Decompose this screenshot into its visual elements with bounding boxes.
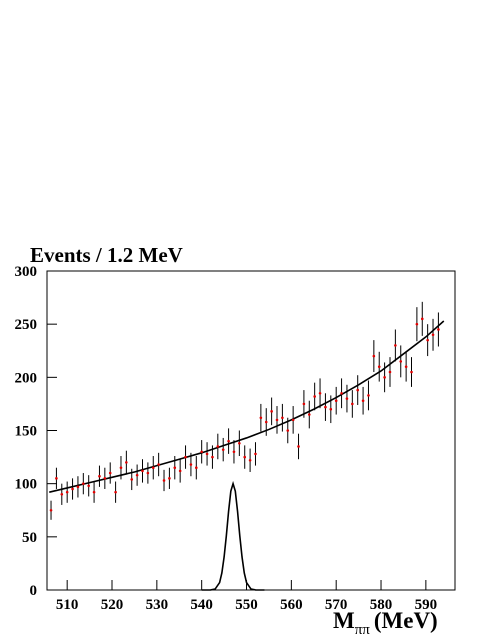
- data-point: [372, 354, 376, 358]
- x-tick-label: 510: [56, 597, 79, 613]
- data-point: [318, 391, 322, 395]
- y-tick-label: 50: [22, 530, 37, 546]
- data-point: [361, 399, 365, 403]
- x-tick-label: 550: [235, 597, 258, 613]
- data-point: [351, 402, 354, 406]
- data-point: [227, 439, 230, 443]
- y-tick-label: 300: [15, 264, 38, 280]
- data-point: [87, 484, 90, 488]
- data-point: [340, 391, 343, 395]
- chart-title: Events / 1.2 MeV: [30, 243, 183, 267]
- data-point: [297, 445, 300, 448]
- data-point: [426, 338, 429, 342]
- data-point: [238, 441, 241, 445]
- data-point: [157, 463, 160, 466]
- data-point: [410, 370, 413, 374]
- data-point: [431, 333, 435, 337]
- data-point: [162, 479, 166, 482]
- data-point: [383, 376, 386, 379]
- data-point: [178, 469, 182, 473]
- data-point: [151, 466, 155, 470]
- data-point: [232, 450, 236, 454]
- data-point: [82, 482, 85, 485]
- data-point: [189, 463, 193, 466]
- x-tick-label: 520: [101, 597, 124, 613]
- data-point: [313, 395, 316, 398]
- plot-frame: [46, 270, 456, 591]
- x-axis-label: Mππ (MeV): [333, 608, 438, 635]
- data-point: [334, 399, 338, 403]
- data-point: [388, 370, 392, 374]
- data-point: [119, 466, 123, 470]
- x-label-unit: (MeV): [374, 608, 438, 633]
- data-point: [356, 388, 360, 392]
- data-point: [302, 402, 306, 406]
- data-point: [60, 493, 64, 496]
- data-point: [367, 394, 370, 397]
- x-tick-label: 530: [146, 597, 169, 613]
- x-tick-label: 590: [415, 597, 438, 613]
- data-point: [394, 344, 397, 347]
- data-point: [184, 455, 187, 459]
- x-tick-label: 570: [325, 597, 348, 613]
- data-point: [324, 405, 327, 409]
- data-point: [92, 490, 96, 494]
- data-point: [345, 397, 349, 400]
- data-point: [49, 508, 53, 512]
- data-point: [200, 450, 203, 454]
- fit-line: [201, 480, 265, 591]
- x-label-sub: ππ: [355, 622, 371, 635]
- data-point: [76, 485, 80, 489]
- data-point: [243, 455, 247, 459]
- data-point: [195, 466, 198, 470]
- data-point: [141, 469, 144, 473]
- data-point: [377, 365, 381, 369]
- x-tick-label: 580: [370, 597, 393, 613]
- data-point: [108, 471, 112, 475]
- x-tick-label: 560: [280, 597, 303, 613]
- data-point: [264, 420, 268, 424]
- data-point: [307, 413, 311, 416]
- data-point: [270, 410, 273, 413]
- data-point: [248, 458, 252, 462]
- data-point: [404, 365, 408, 369]
- data-point: [173, 466, 177, 470]
- data-point: [114, 490, 117, 494]
- data-point: [399, 360, 403, 363]
- data-point: [125, 461, 128, 464]
- y-tick-label: 100: [15, 477, 38, 493]
- data-point: [130, 478, 134, 481]
- data-point: [216, 445, 220, 448]
- data-point: [168, 477, 171, 480]
- data-point: [55, 477, 58, 480]
- y-tick-label: 250: [15, 317, 38, 333]
- fit-line: [49, 320, 445, 493]
- data-point: [286, 429, 290, 432]
- data-point: [415, 322, 419, 326]
- data-point: [103, 477, 107, 480]
- data-point: [329, 407, 333, 411]
- data-point: [259, 416, 263, 420]
- x-label-main: M: [333, 608, 355, 633]
- data-point: [98, 474, 101, 478]
- data-point: [205, 452, 209, 456]
- data-point: [275, 418, 279, 422]
- data-point: [211, 455, 214, 459]
- y-tick-label: 0: [30, 583, 38, 599]
- y-tick-label: 200: [15, 370, 38, 386]
- data-point: [281, 416, 284, 420]
- data-point: [437, 328, 440, 331]
- data-point: [420, 317, 424, 321]
- data-point: [291, 418, 295, 422]
- data-point: [254, 452, 257, 456]
- data-point: [135, 473, 139, 477]
- y-tick-label: 150: [15, 424, 38, 440]
- data-point: [221, 448, 225, 451]
- data-point: [71, 487, 74, 491]
- x-tick-label: 540: [190, 597, 213, 613]
- data-point: [146, 471, 150, 475]
- data-point: [65, 490, 69, 494]
